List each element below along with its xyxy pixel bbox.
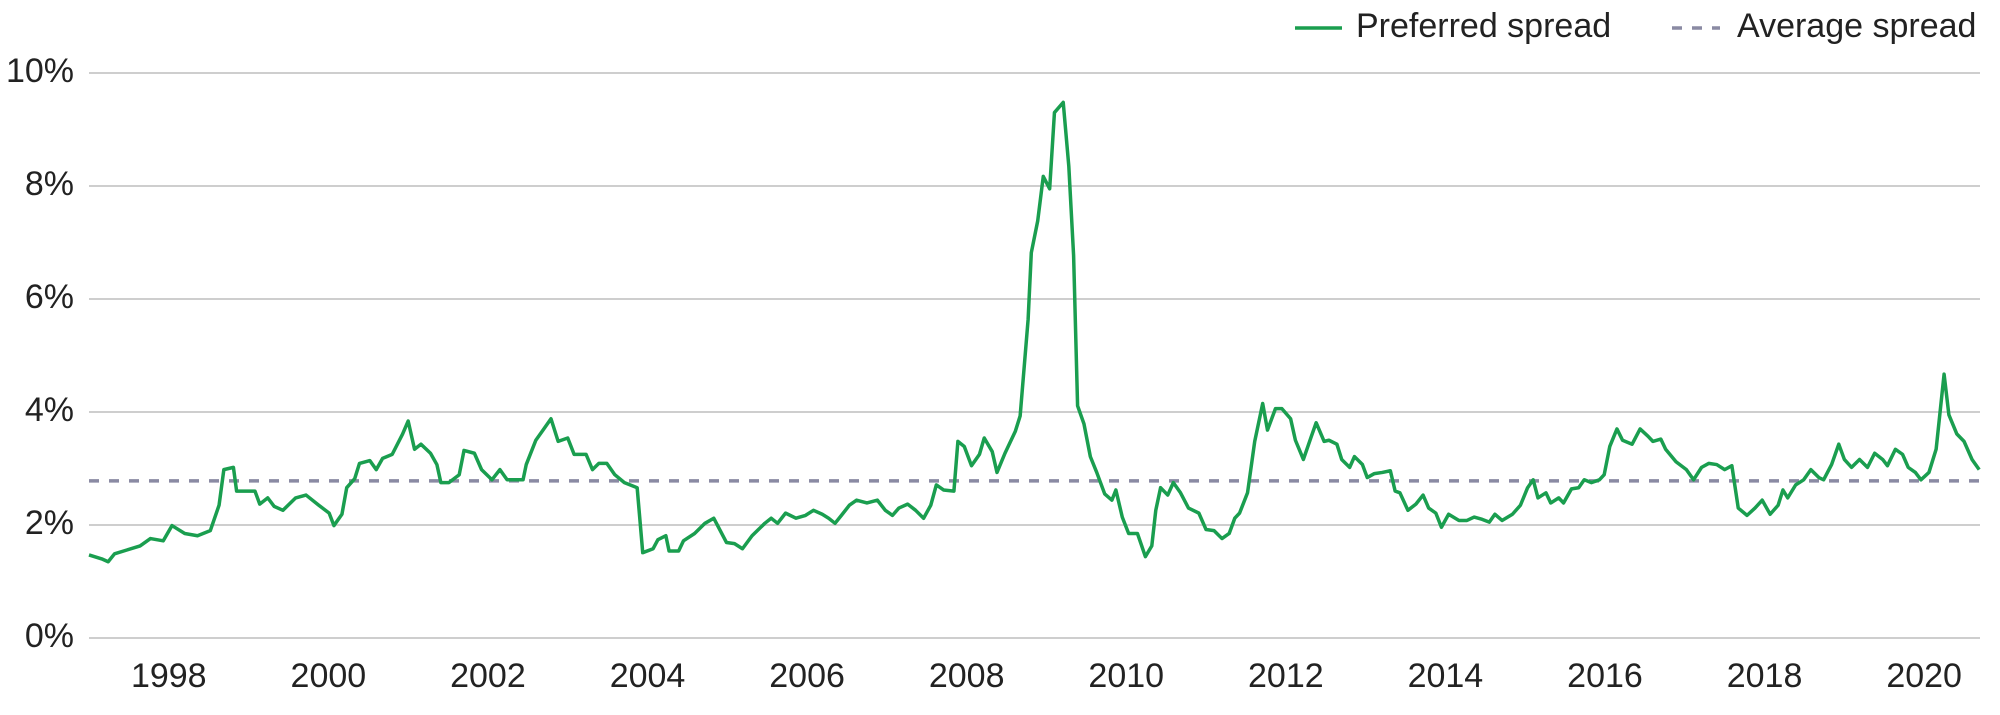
y-tick-label: 8% [25, 165, 74, 203]
x-tick-label: 2014 [1408, 657, 1484, 695]
x-tick-label: 2012 [1248, 657, 1324, 695]
legend-label: Preferred spread [1356, 7, 1611, 45]
x-tick-label: 2000 [291, 657, 367, 695]
x-tick-label: 1998 [131, 657, 207, 695]
x-tick-label: 2004 [610, 657, 686, 695]
x-tick-label: 2016 [1567, 657, 1643, 695]
x-tick-label: 2018 [1727, 657, 1803, 695]
series-line [88, 100, 1981, 564]
x-tick-label: 2020 [1886, 657, 1962, 695]
legend-label: Average spread [1737, 7, 1976, 45]
x-tick-label: 2002 [450, 657, 526, 695]
y-tick-label: 6% [25, 278, 74, 316]
y-tick-label: 4% [25, 391, 74, 429]
x-tick-label: 2008 [929, 657, 1005, 695]
y-tick-label: 2% [25, 504, 74, 542]
y-tick-label: 0% [25, 617, 74, 655]
x-tick-label: 2010 [1088, 657, 1164, 695]
y-tick-label: 10% [6, 52, 74, 90]
x-tick-label: 2006 [769, 657, 845, 695]
